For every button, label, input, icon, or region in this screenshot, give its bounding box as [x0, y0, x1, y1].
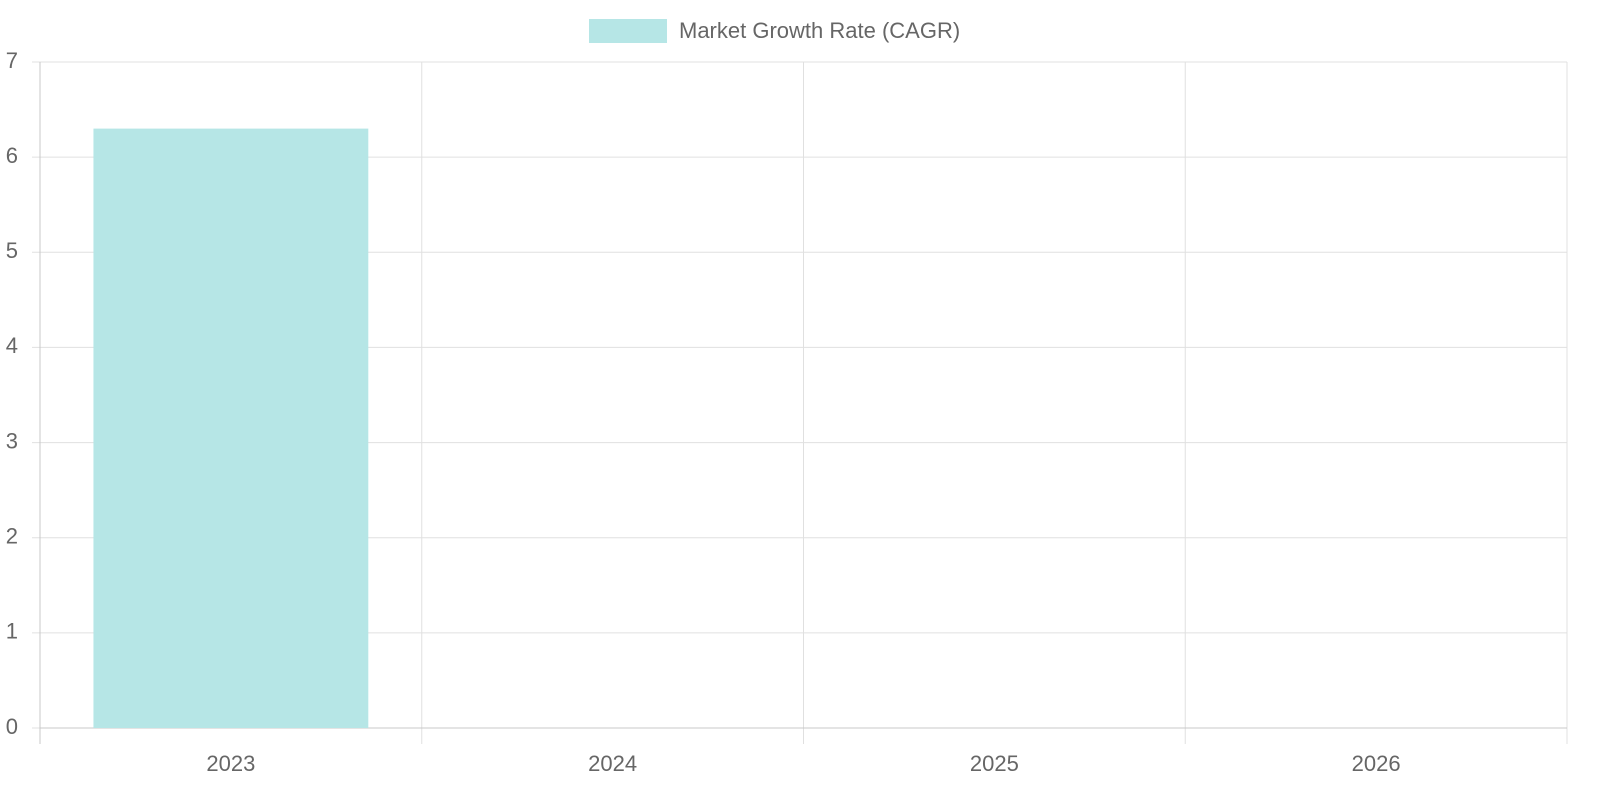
x-tick-label: 2026 [1352, 751, 1401, 776]
x-tick-label: 2025 [970, 751, 1019, 776]
bar [93, 128, 369, 729]
y-tick-label: 0 [6, 714, 18, 739]
x-tick-label: 2024 [588, 751, 637, 776]
y-tick-label: 2 [6, 524, 18, 549]
legend-swatch [589, 19, 667, 43]
y-tick-label: 5 [6, 238, 18, 263]
y-tick-label: 7 [6, 48, 18, 73]
y-tick-label: 6 [6, 143, 18, 168]
legend-label: Market Growth Rate (CAGR) [679, 18, 960, 43]
y-tick-label: 4 [6, 333, 18, 358]
y-tick-label: 1 [6, 619, 18, 644]
y-tick-label: 3 [6, 428, 18, 453]
x-tick-label: 2023 [206, 751, 255, 776]
